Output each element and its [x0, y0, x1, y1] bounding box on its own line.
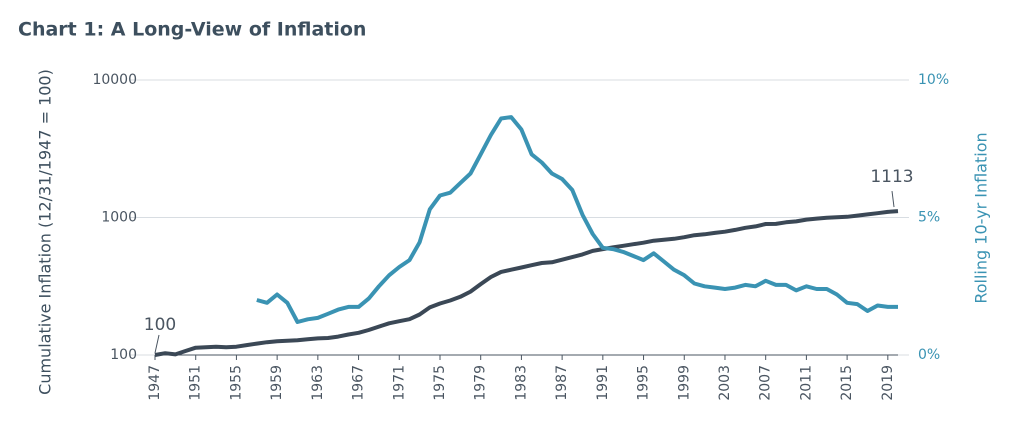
label-leader — [154, 334, 160, 354]
x-tick-label: 1975 — [432, 365, 448, 401]
y2-tick-label: 5% — [918, 210, 940, 226]
series-line — [256, 115, 898, 324]
y-tick-label: 1000 — [101, 210, 137, 226]
x-tick-label: 1983 — [513, 365, 529, 401]
x-tick-label: 1947 — [147, 365, 163, 401]
x-tick-label: 2011 — [798, 365, 814, 401]
data-label: 1113 — [870, 167, 913, 187]
series-line — [154, 209, 899, 357]
x-tick-label: 1955 — [228, 365, 244, 401]
y-tick-label: 100 — [110, 347, 137, 363]
x-tick-label: 1999 — [676, 365, 692, 401]
y2-axis-label: Rolling 10-yr Inflation — [972, 132, 991, 303]
x-tick-label: 1995 — [636, 365, 652, 401]
x-tick-label: 2015 — [839, 365, 855, 401]
x-tick-label: 2007 — [758, 365, 774, 401]
x-tick-label: 1959 — [269, 365, 285, 401]
data-label: 100 — [144, 315, 176, 335]
x-tick-label: 1979 — [473, 365, 489, 401]
y2-tick-label: 0% — [918, 347, 940, 363]
x-tick-label: 2003 — [717, 365, 733, 401]
x-tick-label: 1987 — [554, 365, 570, 401]
x-tick-label: 1951 — [188, 365, 204, 401]
y-axis-label: Cumulative Inflation (12/31/1947 = 100) — [36, 69, 55, 395]
x-tick-label: 2019 — [880, 365, 896, 401]
x-tick-label: 1991 — [595, 365, 611, 401]
label-leader — [891, 191, 895, 208]
y2-tick-label: 10% — [918, 72, 949, 88]
x-tick-label: 1971 — [391, 365, 407, 401]
x-tick-label: 1963 — [310, 365, 326, 401]
chart-title: Chart 1: A Long-View of Inflation — [18, 19, 366, 41]
y-tick-label: 10000 — [92, 72, 137, 88]
x-tick-label: 1967 — [351, 365, 367, 401]
